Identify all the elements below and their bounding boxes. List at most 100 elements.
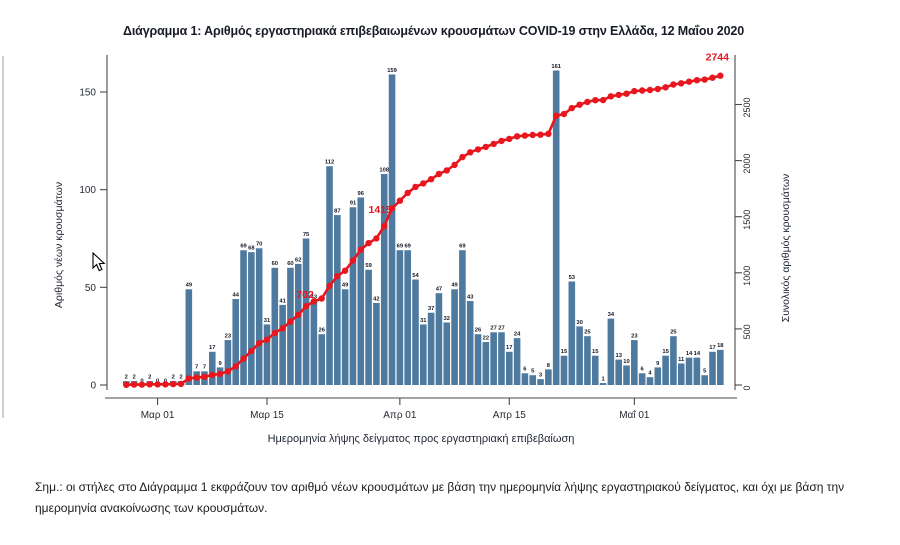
bar xyxy=(224,340,232,385)
bar xyxy=(302,238,310,385)
line-dot xyxy=(490,140,497,148)
bar-value-label: 25 xyxy=(584,330,591,336)
bar-value-label: 47 xyxy=(436,287,442,293)
line-dot xyxy=(584,98,591,106)
bar-value-label: 30 xyxy=(576,320,582,326)
line-dot xyxy=(631,87,638,95)
bar-value-label: 75 xyxy=(303,232,310,238)
bar xyxy=(435,293,443,385)
bar xyxy=(560,355,568,385)
bar xyxy=(287,267,294,385)
bar-value-label: 18 xyxy=(717,343,724,349)
bar-value-label: 112 xyxy=(325,160,334,166)
bar xyxy=(373,302,380,385)
line-dot xyxy=(443,167,450,174)
bar-value-label: 2 xyxy=(148,374,151,380)
bar xyxy=(341,289,349,385)
bar xyxy=(505,351,513,385)
line-dot xyxy=(545,130,552,137)
bar-value-label: 17 xyxy=(709,345,715,351)
bar-value-label: 10 xyxy=(623,359,629,365)
svg-text:Αριθμός νέων κρουσμάτων: Αριθμός νέων κρουσμάτων xyxy=(53,182,65,308)
line-dot xyxy=(310,298,318,305)
line-dot xyxy=(334,273,341,280)
line-dot xyxy=(412,183,419,191)
line-dot xyxy=(670,81,677,88)
bar xyxy=(693,357,701,385)
bar-value-label: 23 xyxy=(225,333,232,339)
bar xyxy=(451,289,458,385)
bar xyxy=(420,324,427,385)
bar-value-label: 3 xyxy=(539,373,543,379)
bar-value-label: 69 xyxy=(459,244,466,250)
line-dot xyxy=(654,85,661,93)
line-dot xyxy=(138,381,146,388)
bar-value-label: 31 xyxy=(420,318,427,324)
bar-value-label: 32 xyxy=(444,316,450,322)
svg-text:1000: 1000 xyxy=(742,266,752,286)
bar-value-label: 49 xyxy=(186,283,193,289)
bar-value-label: 34 xyxy=(608,312,615,318)
bar-value-label: 27 xyxy=(498,326,504,332)
bar xyxy=(537,379,544,385)
bar-value-label: 69 xyxy=(397,244,404,250)
bar xyxy=(185,289,193,385)
bar xyxy=(459,250,466,385)
line-dot xyxy=(248,347,255,355)
line-dot xyxy=(646,86,654,94)
bar xyxy=(670,336,677,385)
bar xyxy=(529,375,537,385)
line-dot xyxy=(607,93,615,100)
bar-value-label: 27 xyxy=(490,326,496,332)
svg-text:150: 150 xyxy=(79,88,96,99)
svg-text:500: 500 xyxy=(742,324,752,339)
bar-value-label: 9 xyxy=(218,361,222,367)
line-dot xyxy=(170,380,177,388)
bar-value-label: 60 xyxy=(287,261,293,267)
cumulative-annotation: 702 xyxy=(296,289,314,301)
bar-value-label: 70 xyxy=(256,242,262,248)
bar xyxy=(490,332,497,385)
bar xyxy=(208,351,216,385)
bar xyxy=(240,250,247,385)
bar xyxy=(349,207,357,385)
bar-value-label: 7 xyxy=(203,365,206,371)
bars-group: 2202002249771792344696870316041606275432… xyxy=(123,64,724,386)
bar-value-label: 37 xyxy=(428,306,434,312)
line-dot xyxy=(623,90,630,97)
bar-value-label: 44 xyxy=(232,292,239,298)
bar-value-label: 159 xyxy=(387,68,397,74)
bar xyxy=(677,363,685,385)
line-dot xyxy=(146,381,153,388)
bar xyxy=(232,299,240,385)
bar-value-label: 11 xyxy=(678,357,685,363)
bar-value-label: 1 xyxy=(601,376,605,382)
line-dot xyxy=(263,336,271,343)
line-dot xyxy=(240,355,247,362)
line-dot xyxy=(256,339,263,347)
bar xyxy=(591,355,599,385)
line-dot xyxy=(162,381,169,388)
svg-text:2000: 2000 xyxy=(742,154,752,174)
line-dot xyxy=(435,170,443,178)
bar xyxy=(357,197,365,385)
bar-value-label: 15 xyxy=(662,349,669,355)
svg-text:50: 50 xyxy=(85,283,97,294)
line-dot xyxy=(404,189,411,197)
line-dot xyxy=(553,112,560,119)
bar-value-label: 69 xyxy=(404,244,411,250)
line-dot xyxy=(693,77,701,84)
line-dot xyxy=(177,380,185,388)
svg-text:100: 100 xyxy=(79,185,96,196)
bar-value-label: 17 xyxy=(209,345,215,351)
bar xyxy=(568,281,576,385)
line-dot xyxy=(599,96,607,104)
line-dot xyxy=(506,135,513,143)
bar-value-label: 60 xyxy=(272,261,278,267)
line-dot xyxy=(130,381,138,388)
bar xyxy=(279,304,286,385)
y-axis-right: 0 500 1000 1500 2000 2500 Συνολικός αριθμός κρ… xyxy=(734,55,792,391)
bar xyxy=(294,263,302,385)
bar xyxy=(443,322,451,385)
line-dot xyxy=(560,110,568,118)
